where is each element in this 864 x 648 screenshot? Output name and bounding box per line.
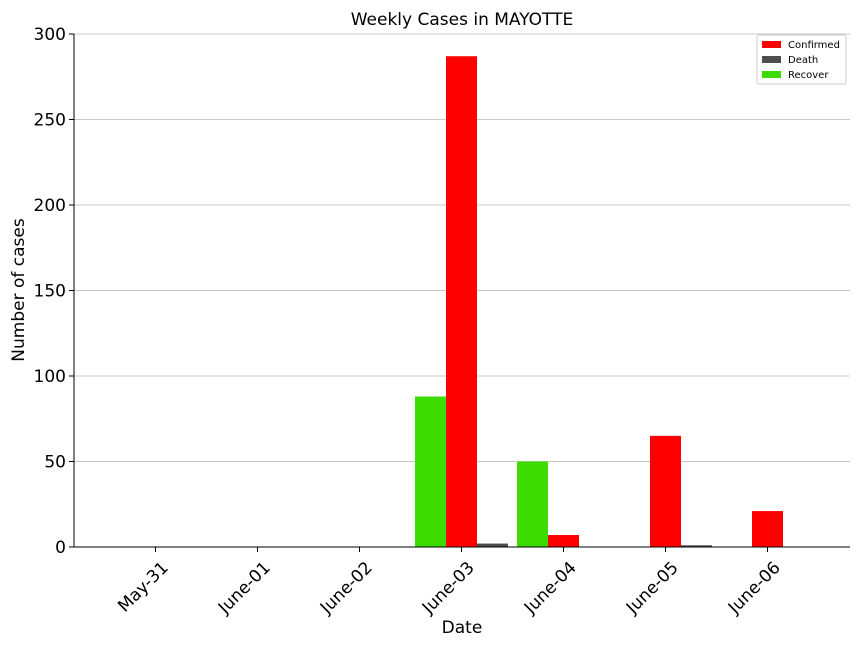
bars	[415, 56, 783, 547]
y-tick-label: 250	[34, 111, 66, 131]
bar-recover-june-03	[415, 396, 446, 547]
x-tick-label: June-03	[418, 558, 479, 619]
y-tick-label: 0	[55, 538, 66, 558]
x-tick-label: June-06	[724, 558, 785, 619]
legend-label-death: Death	[788, 55, 818, 66]
bar-confirmed-june-04	[548, 535, 579, 547]
bar-confirmed-june-03	[446, 56, 477, 547]
x-tick-labels: May-31 June-01 June-02 June-03 June-04 June-0…	[114, 547, 785, 619]
y-tick-label: 100	[34, 367, 66, 387]
legend: Confirmed Death Recover	[756, 34, 847, 85]
bar-death-june-03	[477, 543, 508, 547]
x-tick-label: June-01	[214, 558, 275, 619]
bar-confirmed-june-06	[752, 511, 783, 547]
bar-recover-june-04	[517, 461, 548, 547]
y-axis-label: Number of cases	[9, 218, 29, 362]
x-tick-label: May-31	[114, 558, 172, 616]
x-tick-label: June-05	[622, 558, 683, 619]
legend-label-confirmed: Confirmed	[788, 40, 840, 51]
x-tick-label: June-04	[520, 558, 581, 619]
legend-swatch-death	[762, 56, 781, 63]
y-tick-label: 50	[44, 453, 66, 473]
x-axis-label: Date	[442, 618, 483, 638]
legend-swatch-recover	[762, 71, 781, 78]
chart-title: Weekly Cases in MAYOTTE	[351, 10, 574, 30]
x-tick-label: June-02	[316, 558, 377, 619]
legend-swatch-confirmed	[762, 41, 781, 48]
y-tick-labels: 0 50 100 150 200 250 300	[34, 25, 74, 558]
bar-confirmed-june-05	[650, 435, 681, 547]
bar-death-june-05	[681, 545, 712, 547]
y-tick-label: 150	[34, 282, 66, 302]
y-tick-label: 300	[34, 25, 66, 45]
y-tick-label: 200	[34, 196, 66, 216]
legend-label-recover: Recover	[788, 70, 829, 81]
